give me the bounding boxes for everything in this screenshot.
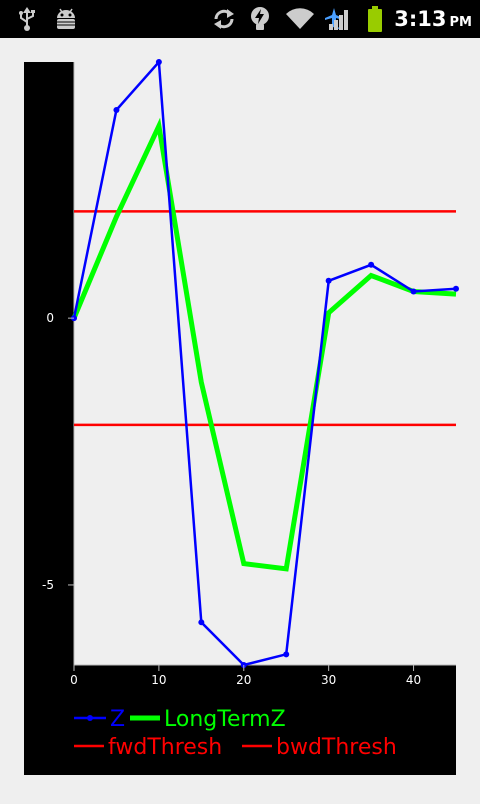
power-icon	[246, 0, 274, 38]
series-line-z	[72, 58, 457, 667]
airplane-icon	[322, 0, 346, 38]
x-tick-label: 10	[151, 673, 166, 687]
data-point-z	[368, 261, 375, 268]
chart-area: 0 10 20 30 40 0 -5 Z LongTermZ fwdThresh bwdThres…	[0, 38, 480, 800]
x-tick-label: 30	[321, 673, 336, 687]
legend: Z LongTermZ fwdThresh bwdThresh	[74, 707, 397, 760]
legend-label-bwdthresh: bwdThresh	[276, 735, 397, 760]
data-point-z	[325, 277, 332, 284]
legend-marker-z	[87, 715, 93, 721]
battery-icon	[364, 0, 386, 38]
plot-frame	[73, 62, 456, 666]
tick-layer: 0 10 20 30 40 0 -5	[42, 311, 421, 687]
y-tick-label: 0	[46, 311, 54, 325]
status-bar: 3:13 PM	[0, 0, 480, 38]
x-tick-label: 0	[70, 673, 78, 687]
line-chart: 0 10 20 30 40 0 -5 Z LongTermZ fwdThresh bwdThres…	[24, 58, 459, 775]
status-clock: 3:13 PM	[394, 7, 472, 31]
wifi-icon	[284, 0, 316, 38]
legend-label-longtermz: LongTermZ	[164, 707, 286, 732]
legend-label-fwdthresh: fwdThresh	[108, 735, 222, 760]
signal-icon	[326, 0, 352, 38]
data-point-z	[453, 285, 459, 292]
data-point-z	[410, 288, 417, 295]
android-debug-icon	[52, 0, 80, 38]
data-point-z	[155, 59, 162, 65]
plot-area	[74, 62, 456, 665]
sync-icon	[210, 0, 238, 38]
usb-icon	[14, 0, 40, 38]
x-tick-label: 20	[236, 673, 251, 687]
x-tick-label: 40	[406, 673, 421, 687]
legend-label-z: Z	[110, 707, 125, 732]
series-line-longtermz	[71, 117, 457, 572]
data-point-z	[113, 107, 120, 114]
data-point-z	[198, 619, 205, 626]
data-point-z	[283, 651, 290, 658]
y-tick-label: -5	[42, 578, 54, 592]
series-layer	[71, 58, 459, 668]
